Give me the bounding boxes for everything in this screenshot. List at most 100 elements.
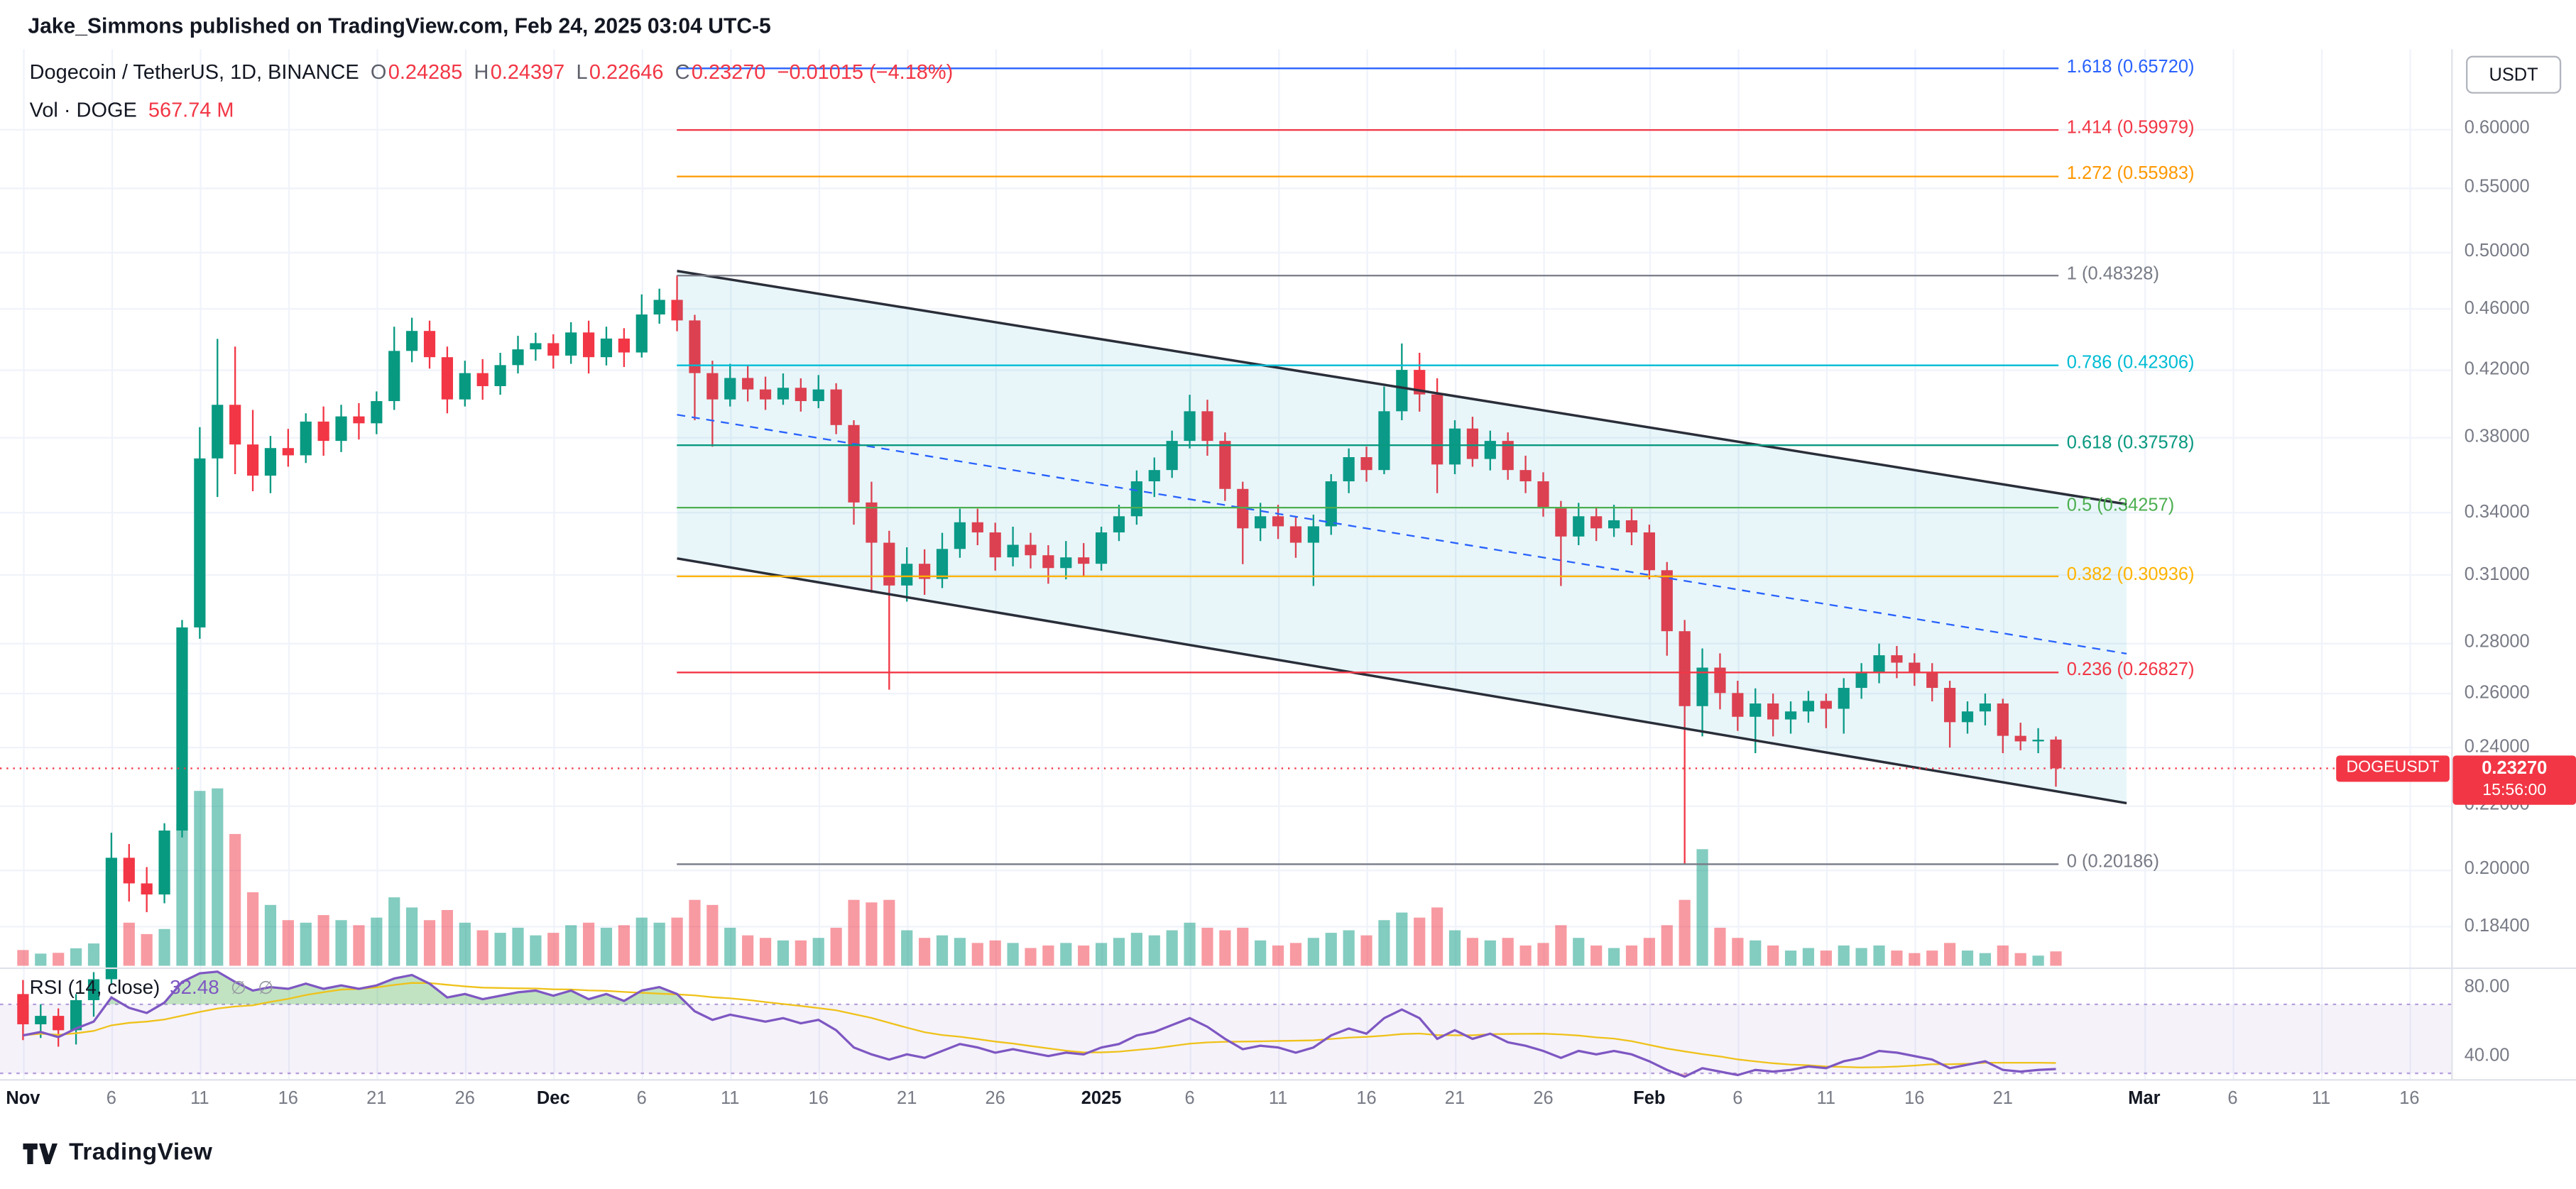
volume-bar bbox=[282, 920, 294, 966]
volume-legend[interactable]: Vol · DOGE 567.74 M bbox=[30, 99, 234, 121]
candle-body bbox=[883, 542, 895, 586]
volume-bar bbox=[954, 938, 966, 966]
candle-body bbox=[777, 388, 790, 400]
candle-body bbox=[1625, 520, 1638, 533]
fib-level-label[interactable]: 0.382 (0.30936) bbox=[2066, 564, 2195, 585]
time-axis-tick: 26 bbox=[985, 1089, 1005, 1109]
candle-body bbox=[635, 314, 648, 353]
time-axis-tick: Mar bbox=[2128, 1089, 2161, 1109]
fib-level-label[interactable]: 0.618 (0.37578) bbox=[2066, 433, 2195, 454]
volume-bar bbox=[1926, 950, 1938, 966]
fib-level-label[interactable]: 0.5 (0.34257) bbox=[2066, 495, 2175, 516]
high-label: H bbox=[474, 60, 489, 84]
volume-bar bbox=[123, 922, 135, 966]
volume-bar bbox=[635, 917, 648, 966]
price-axis-tick: 0.55000 bbox=[2464, 177, 2530, 198]
candle-body bbox=[512, 349, 524, 366]
fib-level-label[interactable]: 0 (0.20186) bbox=[2066, 853, 2159, 873]
volume-bar bbox=[1166, 930, 1178, 966]
candle-body bbox=[1537, 481, 1549, 509]
volume-bar bbox=[1961, 950, 1974, 966]
candle-body bbox=[1838, 688, 1850, 709]
volume-bar bbox=[1360, 935, 1372, 966]
volume-bar bbox=[795, 940, 807, 966]
volume-bar bbox=[812, 938, 824, 966]
time-axis-tick: Feb bbox=[1633, 1089, 1666, 1109]
volume-bar bbox=[2050, 951, 2062, 966]
candle-body bbox=[1502, 441, 1514, 471]
candle-body bbox=[547, 343, 560, 356]
volume-bar bbox=[1555, 925, 1567, 966]
candle-body bbox=[176, 627, 188, 831]
volume-bar bbox=[494, 933, 506, 966]
volume-bar bbox=[759, 938, 772, 966]
candle-body bbox=[600, 338, 613, 358]
volume-bar bbox=[1466, 938, 1479, 966]
volume-bar bbox=[724, 927, 736, 966]
fib-level-label[interactable]: 1.414 (0.59979) bbox=[2066, 118, 2195, 138]
rsi-value: 32.48 bbox=[170, 975, 219, 999]
price-axis-tick: 0.24000 bbox=[2464, 737, 2530, 757]
tradingview-wordmark: TradingView bbox=[69, 1139, 213, 1166]
volume-bar bbox=[618, 925, 630, 966]
time-axis-tick: 26 bbox=[454, 1089, 475, 1109]
volume-bar bbox=[1997, 945, 2009, 966]
volume-bar bbox=[1784, 950, 1797, 966]
fib-level-label[interactable]: 1 (0.48328) bbox=[2066, 264, 2159, 284]
candle-body bbox=[17, 994, 29, 1024]
volume-bar bbox=[353, 925, 365, 966]
price-axis-tick: 0.50000 bbox=[2464, 241, 2530, 262]
symbol-legend[interactable]: Dogecoin / TetherUS, 1D, BINANCE O 0.242… bbox=[30, 61, 954, 84]
volume-bar bbox=[1873, 945, 1885, 966]
candle-body bbox=[1042, 555, 1054, 569]
candle-body bbox=[671, 300, 683, 321]
volume-value: 567.74 M bbox=[148, 98, 234, 122]
candle-body bbox=[1802, 701, 1815, 712]
volume-bar bbox=[1979, 953, 1992, 966]
time-axis-tick: 6 bbox=[636, 1089, 647, 1109]
time-axis-tick: 6 bbox=[106, 1089, 116, 1109]
candle-body bbox=[1926, 672, 1938, 689]
rsi-line bbox=[23, 970, 2056, 1078]
volume-bar bbox=[1537, 943, 1549, 966]
candle-body bbox=[388, 351, 400, 402]
candle-body bbox=[194, 458, 206, 628]
candle-body bbox=[53, 1016, 65, 1031]
volume-bar bbox=[300, 922, 312, 966]
time-axis-tick: 16 bbox=[808, 1089, 829, 1109]
volume-bar bbox=[547, 933, 560, 966]
tradingview-attribution[interactable]: TradingView bbox=[23, 1140, 212, 1166]
volume-bar bbox=[70, 948, 82, 966]
volume-bar bbox=[2014, 953, 2026, 966]
candle-body bbox=[2014, 735, 2026, 742]
candle-body bbox=[1750, 703, 1762, 717]
price-axis-currency-badge[interactable]: USDT bbox=[2466, 55, 2562, 94]
volume-bar bbox=[1502, 938, 1514, 966]
fib-level-label[interactable]: 1.618 (0.65720) bbox=[2066, 57, 2195, 77]
volume-bar bbox=[1025, 948, 1037, 966]
volume-bar bbox=[742, 935, 754, 966]
last-price-axis-badge: 0.23270 15:56:00 bbox=[2452, 755, 2576, 805]
volume-bar bbox=[371, 917, 383, 966]
channel-upper-line[interactable] bbox=[677, 270, 2127, 506]
volume-bar bbox=[1891, 950, 1903, 966]
fib-level-label[interactable]: 0.786 (0.42306) bbox=[2066, 354, 2195, 374]
rsi-overbought-fill bbox=[23, 971, 2056, 1004]
volume-bar bbox=[1184, 922, 1196, 966]
rsi-legend[interactable]: RSI (14, close) 32.48 ∅ ∅ bbox=[30, 975, 274, 998]
candle-body bbox=[812, 389, 824, 402]
channel-lower-line[interactable] bbox=[677, 557, 2127, 805]
fib-level-label[interactable]: 1.272 (0.55983) bbox=[2066, 165, 2195, 185]
time-axis-tick: 26 bbox=[1533, 1089, 1554, 1109]
volume-bar bbox=[530, 935, 542, 966]
volume-bar bbox=[971, 943, 983, 966]
fib-level-label[interactable]: 0.236 (0.26827) bbox=[2066, 661, 2195, 681]
volume-bar bbox=[1130, 933, 1142, 966]
candle-body bbox=[1095, 532, 1108, 564]
price-axis-tick: 0.18400 bbox=[2464, 916, 2530, 936]
volume-bar bbox=[1237, 927, 1249, 966]
rsi-label: RSI (14, close) bbox=[29, 975, 160, 999]
